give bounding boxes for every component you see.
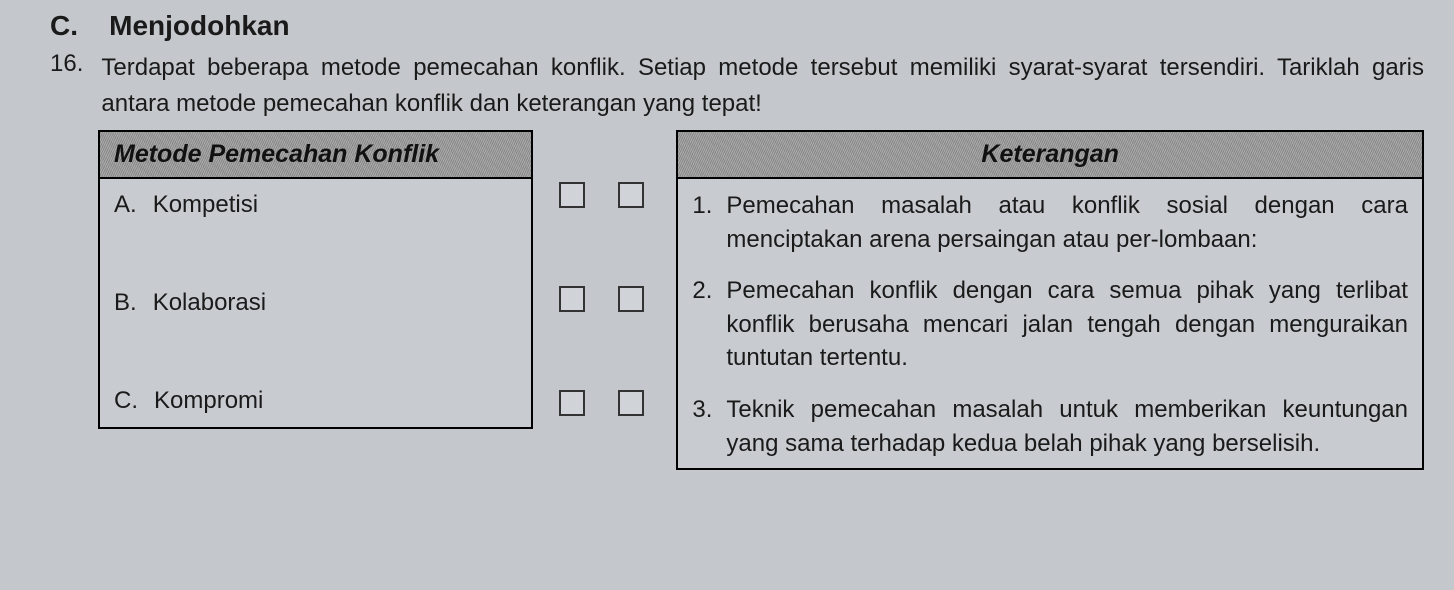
method-letter: B. <box>114 289 137 317</box>
description-number: 1. <box>692 189 712 256</box>
method-text: Kompromi <box>154 387 263 415</box>
description-number: 3. <box>692 393 712 460</box>
description-item: 3. Teknik pemecahan masalah untuk member… <box>678 383 1422 468</box>
question-text: Terdapat beberapa metode pemecahan konfl… <box>101 50 1424 122</box>
method-letter: A. <box>114 191 137 219</box>
section-header: C. Menjodohkan <box>50 10 1424 42</box>
methods-box: Metode Pemecahan Konflik A. Kompetisi B.… <box>98 130 533 429</box>
description-text: Teknik pemecahan masalah untuk memberika… <box>726 393 1408 460</box>
method-text: Kompetisi <box>153 191 258 219</box>
question-number: 16. <box>50 50 83 122</box>
description-box: Keterangan 1. Pemecahan masalah atau kon… <box>676 130 1424 470</box>
question-row: 16. Terdapat beberapa metode pemecahan k… <box>50 50 1424 122</box>
matching-container: Metode Pemecahan Konflik A. Kompetisi B.… <box>98 130 1424 494</box>
description-header: Keterangan <box>678 132 1422 179</box>
description-number: 2. <box>692 274 712 375</box>
checkbox-icon[interactable] <box>559 286 585 312</box>
checkbox-icon[interactable] <box>559 390 585 416</box>
description-item: 1. Pemecahan masalah atau konflik sosial… <box>678 179 1422 264</box>
left-checkbox-column <box>559 130 592 494</box>
description-text: Pemecahan konflik dengan cara semua piha… <box>726 274 1408 375</box>
checkbox-icon[interactable] <box>559 182 585 208</box>
method-item: A. Kompetisi <box>100 179 531 277</box>
method-text: Kolaborasi <box>153 289 266 317</box>
section-title: Menjodohkan <box>109 10 289 41</box>
checkbox-icon[interactable] <box>618 182 644 208</box>
section-label: C. <box>50 10 78 41</box>
description-text: Pemecahan masalah atau konflik sosial de… <box>726 189 1408 256</box>
description-item: 2. Pemecahan konflik dengan cara semua p… <box>678 264 1422 383</box>
method-item: C. Kompromi <box>100 375 531 427</box>
methods-header: Metode Pemecahan Konflik <box>100 132 531 179</box>
method-item: B. Kolaborasi <box>100 277 531 375</box>
checkbox-icon[interactable] <box>618 286 644 312</box>
right-checkbox-column <box>618 130 651 494</box>
method-letter: C. <box>114 387 138 415</box>
checkbox-icon[interactable] <box>618 390 644 416</box>
